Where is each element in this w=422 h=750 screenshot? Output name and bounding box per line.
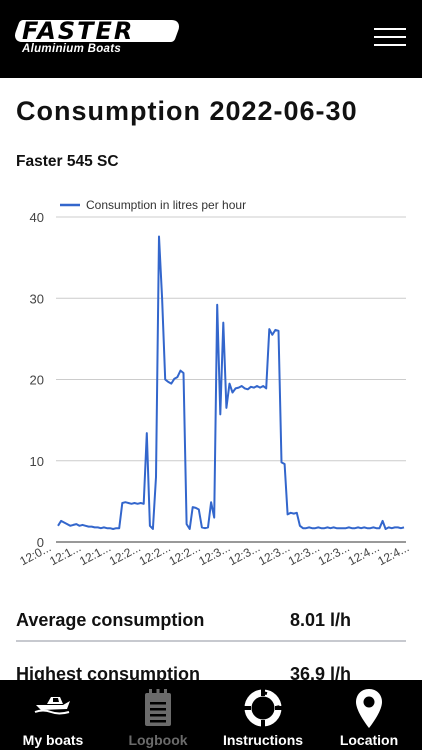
x-tick-label: 12:3... (286, 540, 322, 568)
x-tick-label: 12:3... (316, 540, 352, 568)
x-tick-label: 12:0... (17, 540, 53, 568)
hamburger-menu-icon[interactable] (374, 28, 406, 48)
app-header: FASTER Aluminium Boats (0, 0, 422, 78)
page-title: Consumption 2022-06-30 (16, 96, 358, 126)
tab-instructions-label: Instructions (222, 732, 304, 748)
x-tick-label: 12:4... (346, 540, 382, 568)
tab-my-boats-label: My boats (22, 732, 84, 748)
map-pin-icon (356, 689, 382, 728)
x-tick-label: 12:3... (256, 540, 292, 568)
x-tick-label: 12:4... (375, 540, 411, 568)
bottom-tab-bar: My boats Logbook Instructions (0, 680, 422, 750)
faster-logo[interactable]: FASTER Aluminium Boats (11, 17, 183, 56)
boat-name: Faster 545 SC (16, 153, 119, 170)
stat-highest-label: Highest consumption (16, 664, 200, 684)
lifebuoy-icon (244, 689, 282, 727)
notepad-icon (145, 689, 171, 726)
x-tick-label: 12:1... (47, 540, 83, 568)
stat-average-value: 8.01 l/h (290, 610, 352, 630)
series-line (57, 235, 405, 530)
y-tick-label: 40 (30, 210, 44, 225)
logo-tagline: Aluminium Boats (22, 43, 122, 55)
stat-highest-value: 36.9 l/h (290, 664, 352, 684)
tab-logbook[interactable]: Logbook (106, 680, 210, 750)
consumption-chart: 0 10 20 30 40 Consumption in litres per hour… (17, 198, 411, 568)
x-tick-label: 12:1... (77, 540, 113, 568)
boat-icon (34, 697, 70, 715)
tab-location[interactable]: Location (316, 680, 422, 750)
tab-location-label: Location (339, 732, 399, 748)
x-tick-label: 12:3... (226, 540, 262, 568)
tab-my-boats[interactable]: My boats (0, 680, 106, 750)
consumption-stats: Average consumption 8.01 l/h Highest con… (16, 604, 406, 696)
stat-average-label: Average consumption (16, 610, 205, 630)
tab-instructions[interactable]: Instructions (210, 680, 316, 750)
y-tick-label: 30 (30, 291, 44, 306)
logo-brand: FASTER (22, 17, 135, 45)
tab-logbook-label: Logbook (128, 732, 188, 748)
x-tick-label: 12:3... (196, 540, 232, 568)
y-tick-label: 10 (30, 454, 44, 469)
stat-highest: Highest consumption 36.9 l/h (16, 658, 406, 696)
x-tick-label: 12:2... (167, 540, 203, 568)
y-tick-label: 0 (37, 535, 44, 550)
y-tick-label: 20 (30, 373, 44, 388)
stat-average: Average consumption 8.01 l/h (16, 604, 406, 642)
x-tick-label: 12:2... (137, 540, 173, 568)
x-tick-label: 12:2... (107, 540, 143, 568)
legend-label: Consumption in litres per hour (86, 198, 246, 212)
